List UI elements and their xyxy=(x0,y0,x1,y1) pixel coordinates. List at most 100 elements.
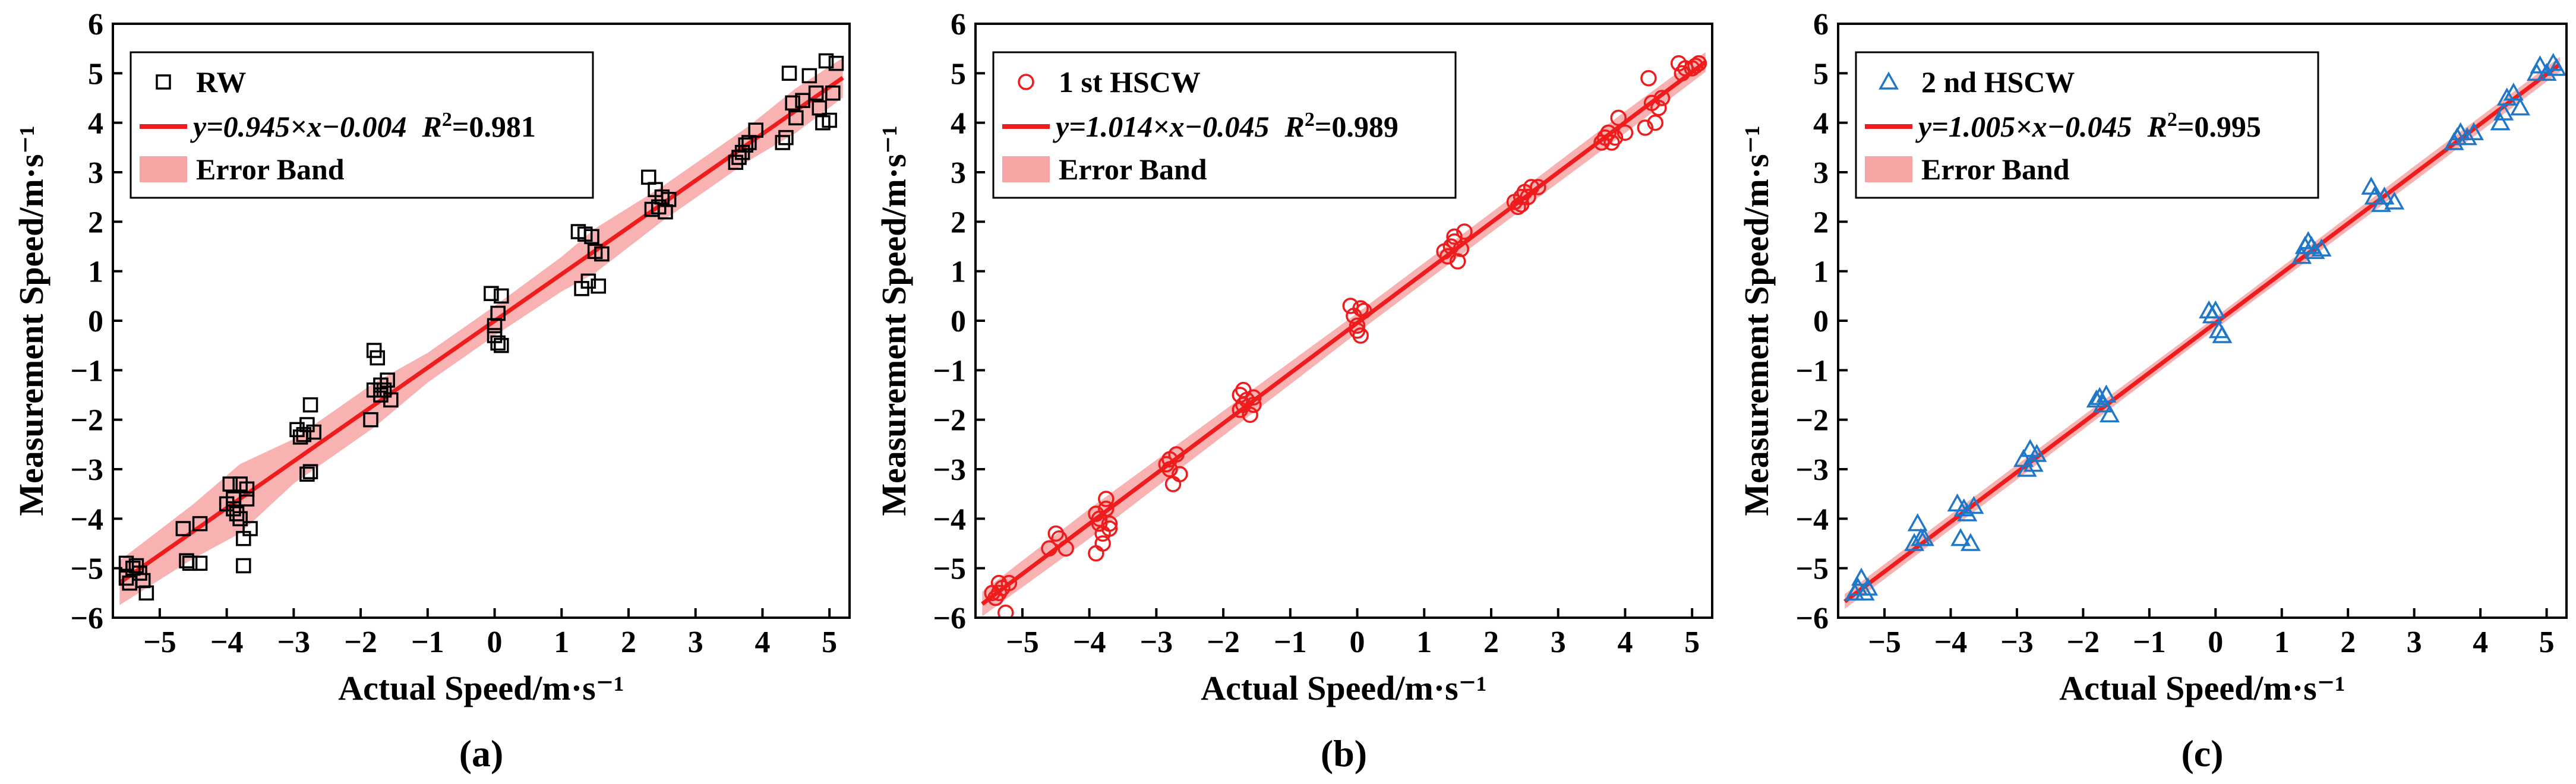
data-point xyxy=(1653,90,1671,106)
y-tick-label: 4 xyxy=(1813,107,1829,141)
y-tick-label: −5 xyxy=(933,552,966,586)
x-tick-label: 5 xyxy=(1684,625,1700,659)
data-point xyxy=(1161,461,1178,478)
data-point xyxy=(494,337,509,353)
panel-label: (a) xyxy=(459,732,504,774)
data-point xyxy=(785,95,800,111)
data-point xyxy=(1242,406,1258,423)
legend-r2-exponent: 2 xyxy=(2167,109,2177,131)
y-tick-label: −6 xyxy=(70,602,103,636)
data-point xyxy=(2016,459,2037,477)
data-point xyxy=(731,150,747,165)
y-tick-label: 4 xyxy=(88,107,103,141)
data-point xyxy=(138,585,154,601)
data-point xyxy=(1610,109,1627,127)
data-point xyxy=(222,476,238,492)
data-point xyxy=(490,305,506,321)
x-tick-label: −1 xyxy=(1274,625,1307,659)
data-point xyxy=(2026,444,2047,462)
data-point xyxy=(182,555,198,571)
data-point xyxy=(2374,186,2395,205)
data-point xyxy=(118,555,134,571)
y-tick-label: 3 xyxy=(951,156,966,190)
legend-fit-equation: y=1.014×x−0.045 xyxy=(1053,110,1269,143)
y-tick-label: −1 xyxy=(70,354,103,388)
y-tick-label: −2 xyxy=(933,404,966,438)
legend: 1 st HSCW y=1.014×x−0.045 R2=0.989 Error Ba… xyxy=(992,51,1457,199)
legend-label-band: Error Band xyxy=(1921,153,2070,186)
data-point xyxy=(1091,510,1108,527)
data-point xyxy=(1858,577,1879,596)
data-point xyxy=(997,604,1014,618)
panel-label: (c) xyxy=(2181,732,2223,774)
y-tick-label: 3 xyxy=(88,156,103,190)
legend-band-swatch xyxy=(1002,156,1050,182)
plot-area xyxy=(1843,53,2566,609)
legend-band-swatch xyxy=(140,156,187,182)
y-tick-label: −6 xyxy=(1795,602,1829,636)
legend-marker xyxy=(156,74,171,90)
y-tick-label: −4 xyxy=(1795,502,1829,536)
data-point xyxy=(1232,402,1249,418)
x-tick-label: 1 xyxy=(554,625,569,659)
data-point xyxy=(2212,325,2233,343)
data-point xyxy=(1687,58,1704,74)
legend-label-points: RW xyxy=(196,65,246,99)
y-tick-label: 2 xyxy=(1813,206,1829,239)
y-tick-label: 2 xyxy=(951,206,966,239)
data-point xyxy=(1690,55,1707,72)
x-tick-label: 4 xyxy=(755,625,770,659)
x-tick-label: 5 xyxy=(822,625,837,659)
data-point xyxy=(1342,298,1359,314)
x-tick-label: 3 xyxy=(2407,625,2422,659)
legend-label-band: Error Band xyxy=(1059,153,1207,186)
y-tick-label: −3 xyxy=(1795,453,1829,487)
data-point xyxy=(2205,300,2226,319)
data-point xyxy=(1617,124,1634,141)
data-point xyxy=(306,424,321,440)
y-tick-label: −4 xyxy=(70,502,103,536)
data-point xyxy=(363,412,378,428)
data-point xyxy=(1094,535,1111,552)
x-tick-label: −4 xyxy=(1073,625,1106,659)
data-point xyxy=(1606,129,1624,146)
data-point xyxy=(812,100,828,116)
data-point xyxy=(1000,574,1018,592)
data-point xyxy=(2493,102,2514,121)
data-point xyxy=(383,392,399,408)
data-point xyxy=(2291,246,2312,264)
data-point xyxy=(2503,83,2524,101)
data-point xyxy=(2099,404,2120,423)
data-point xyxy=(644,201,660,217)
data-point xyxy=(2364,186,2385,205)
x-tick-label: 0 xyxy=(1350,625,1365,659)
data-point xyxy=(2092,394,2113,413)
y-tick-label: 5 xyxy=(951,57,966,91)
data-point xyxy=(2509,97,2530,116)
x-tick-label: 2 xyxy=(1483,625,1499,659)
data-point xyxy=(594,246,610,262)
legend-label-fit: y=0.945×x−0.004 R2=0.981 xyxy=(190,109,536,144)
legend-label-points: 2 nd HSCW xyxy=(1921,65,2075,99)
data-point xyxy=(1453,241,1470,257)
x-tick-label: 1 xyxy=(2274,625,2290,659)
y-tick-label: 5 xyxy=(1813,57,1829,91)
data-point xyxy=(2530,55,2550,74)
y-tick-label: 0 xyxy=(1813,305,1829,339)
chart-panel-1: −5 −4 −3 −2 −1 0 1 2 3 4 5 −6 −5 −4 −3 −2 −1 0 1 2 3 4 5 6 Actua… xyxy=(12,8,851,774)
data-point xyxy=(2496,87,2517,106)
y-tick-label: −5 xyxy=(70,552,103,586)
legend-label-points: 1 st HSCW xyxy=(1059,65,1201,99)
data-point xyxy=(1349,317,1366,334)
y-tick-label: −6 xyxy=(933,602,966,636)
y-tick-label: 1 xyxy=(1813,255,1829,289)
data-point xyxy=(236,558,251,574)
legend-label-band: Error Band xyxy=(196,153,345,186)
data-point xyxy=(1172,466,1188,483)
y-tick-label: 2 xyxy=(88,206,103,239)
x-tick-label: 4 xyxy=(1617,625,1633,659)
data-point xyxy=(2311,238,2332,257)
x-tick-label: 4 xyxy=(2473,625,2488,659)
x-tick-label: −5 xyxy=(143,625,176,659)
legend-r2-symbol: R xyxy=(421,110,441,143)
